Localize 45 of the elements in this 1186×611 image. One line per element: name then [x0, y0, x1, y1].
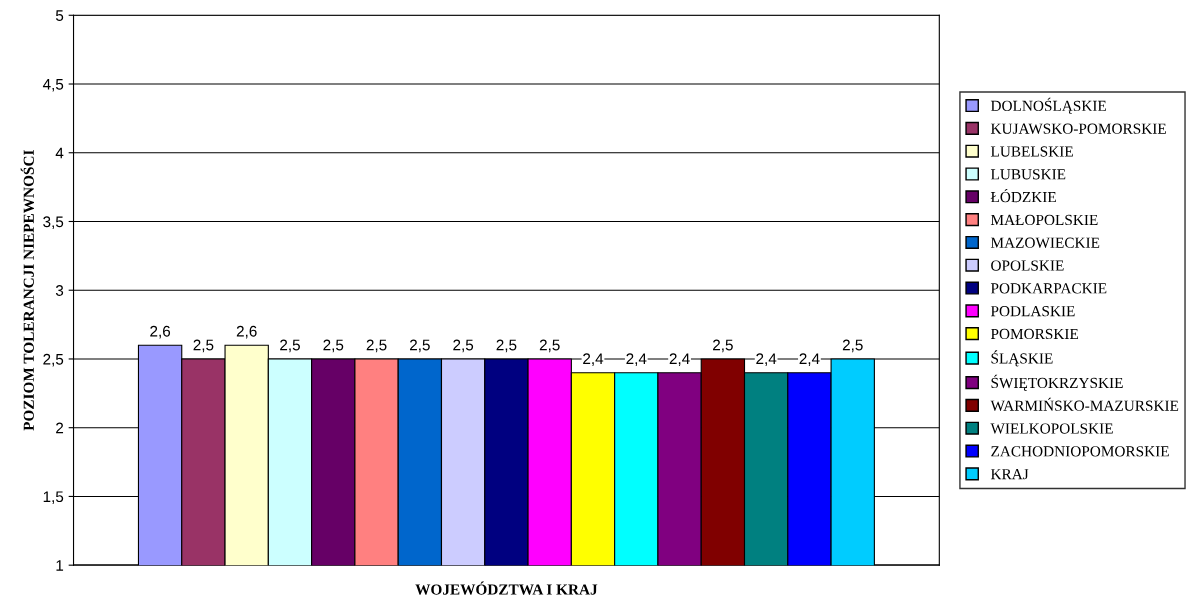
data-label: 2,5 — [193, 339, 214, 353]
legend-label: LUBUSKIE — [990, 169, 1066, 180]
y-tick-label: 4,5 — [42, 79, 64, 92]
legend-label: DOLNOŚLĄSKIE — [990, 97, 1107, 114]
data-label: 2,5 — [842, 339, 863, 353]
legend-label: OPOLSKIE — [991, 260, 1064, 271]
legend-label: ŁÓDZKIE — [990, 189, 1056, 203]
data-label: 2,4 — [583, 353, 604, 366]
y-tick-label: 2,5 — [43, 353, 64, 367]
data-label: 2,4 — [756, 353, 777, 366]
y-tick-label: 1,5 — [43, 491, 64, 504]
y-tick-label: 3,5 — [43, 216, 64, 229]
data-label: 2,5 — [713, 339, 733, 353]
data-label: 2,5 — [409, 339, 430, 353]
legend-label: LUBELSKIE — [990, 146, 1073, 157]
legend-label: WARMIŃSKO-MAZURSKIE — [990, 397, 1179, 411]
y-tick-label: 4 — [55, 147, 64, 159]
legend-label: PODLASKIE — [990, 306, 1075, 317]
y-tick-label: 5 — [55, 10, 64, 21]
data-label: 2,5 — [366, 339, 387, 353]
data-label: 2,5 — [496, 339, 517, 353]
legend-label: PODKARPACKIE — [990, 283, 1107, 294]
data-label: 2,4 — [626, 353, 647, 366]
data-label: 2,5 — [539, 339, 560, 353]
legend-label: ŚLĄSKIE — [991, 350, 1053, 367]
y-axis-title: POZIOM TOLERANCJI NIEPEWNOŚCI — [20, 150, 34, 431]
data-label: 2,6 — [150, 325, 171, 339]
x-axis-title: WOJEWÓDZTWA I KRAJ — [415, 581, 598, 595]
legend-label: ŚWIĘTOKRZYSKIE — [991, 374, 1123, 391]
legend-label: MAZOWIECKIE — [990, 237, 1100, 248]
legend-label: KUJAWSKO-POMORSKIE — [990, 123, 1166, 134]
data-label: 2,4 — [669, 353, 690, 366]
data-label: 2,5 — [280, 339, 300, 353]
legend-label: WIELKOPOLSKIE — [990, 423, 1113, 434]
legend-label: ZACHODNIOPOMORSKIE — [991, 446, 1169, 457]
y-tick-label: 3 — [55, 285, 64, 296]
y-tick-label: 2 — [56, 422, 64, 434]
data-label: 2,5 — [323, 339, 344, 353]
legend-label: KRAJ — [990, 469, 1029, 480]
legend-label: POMORSKIE — [990, 328, 1079, 340]
data-label: 2,6 — [236, 325, 257, 339]
data-label: 2,5 — [453, 339, 474, 353]
data-label: 2,4 — [799, 353, 820, 366]
legend-label: MAŁOPOLSKIE — [990, 214, 1098, 226]
y-tick-label: 1 — [56, 560, 64, 571]
